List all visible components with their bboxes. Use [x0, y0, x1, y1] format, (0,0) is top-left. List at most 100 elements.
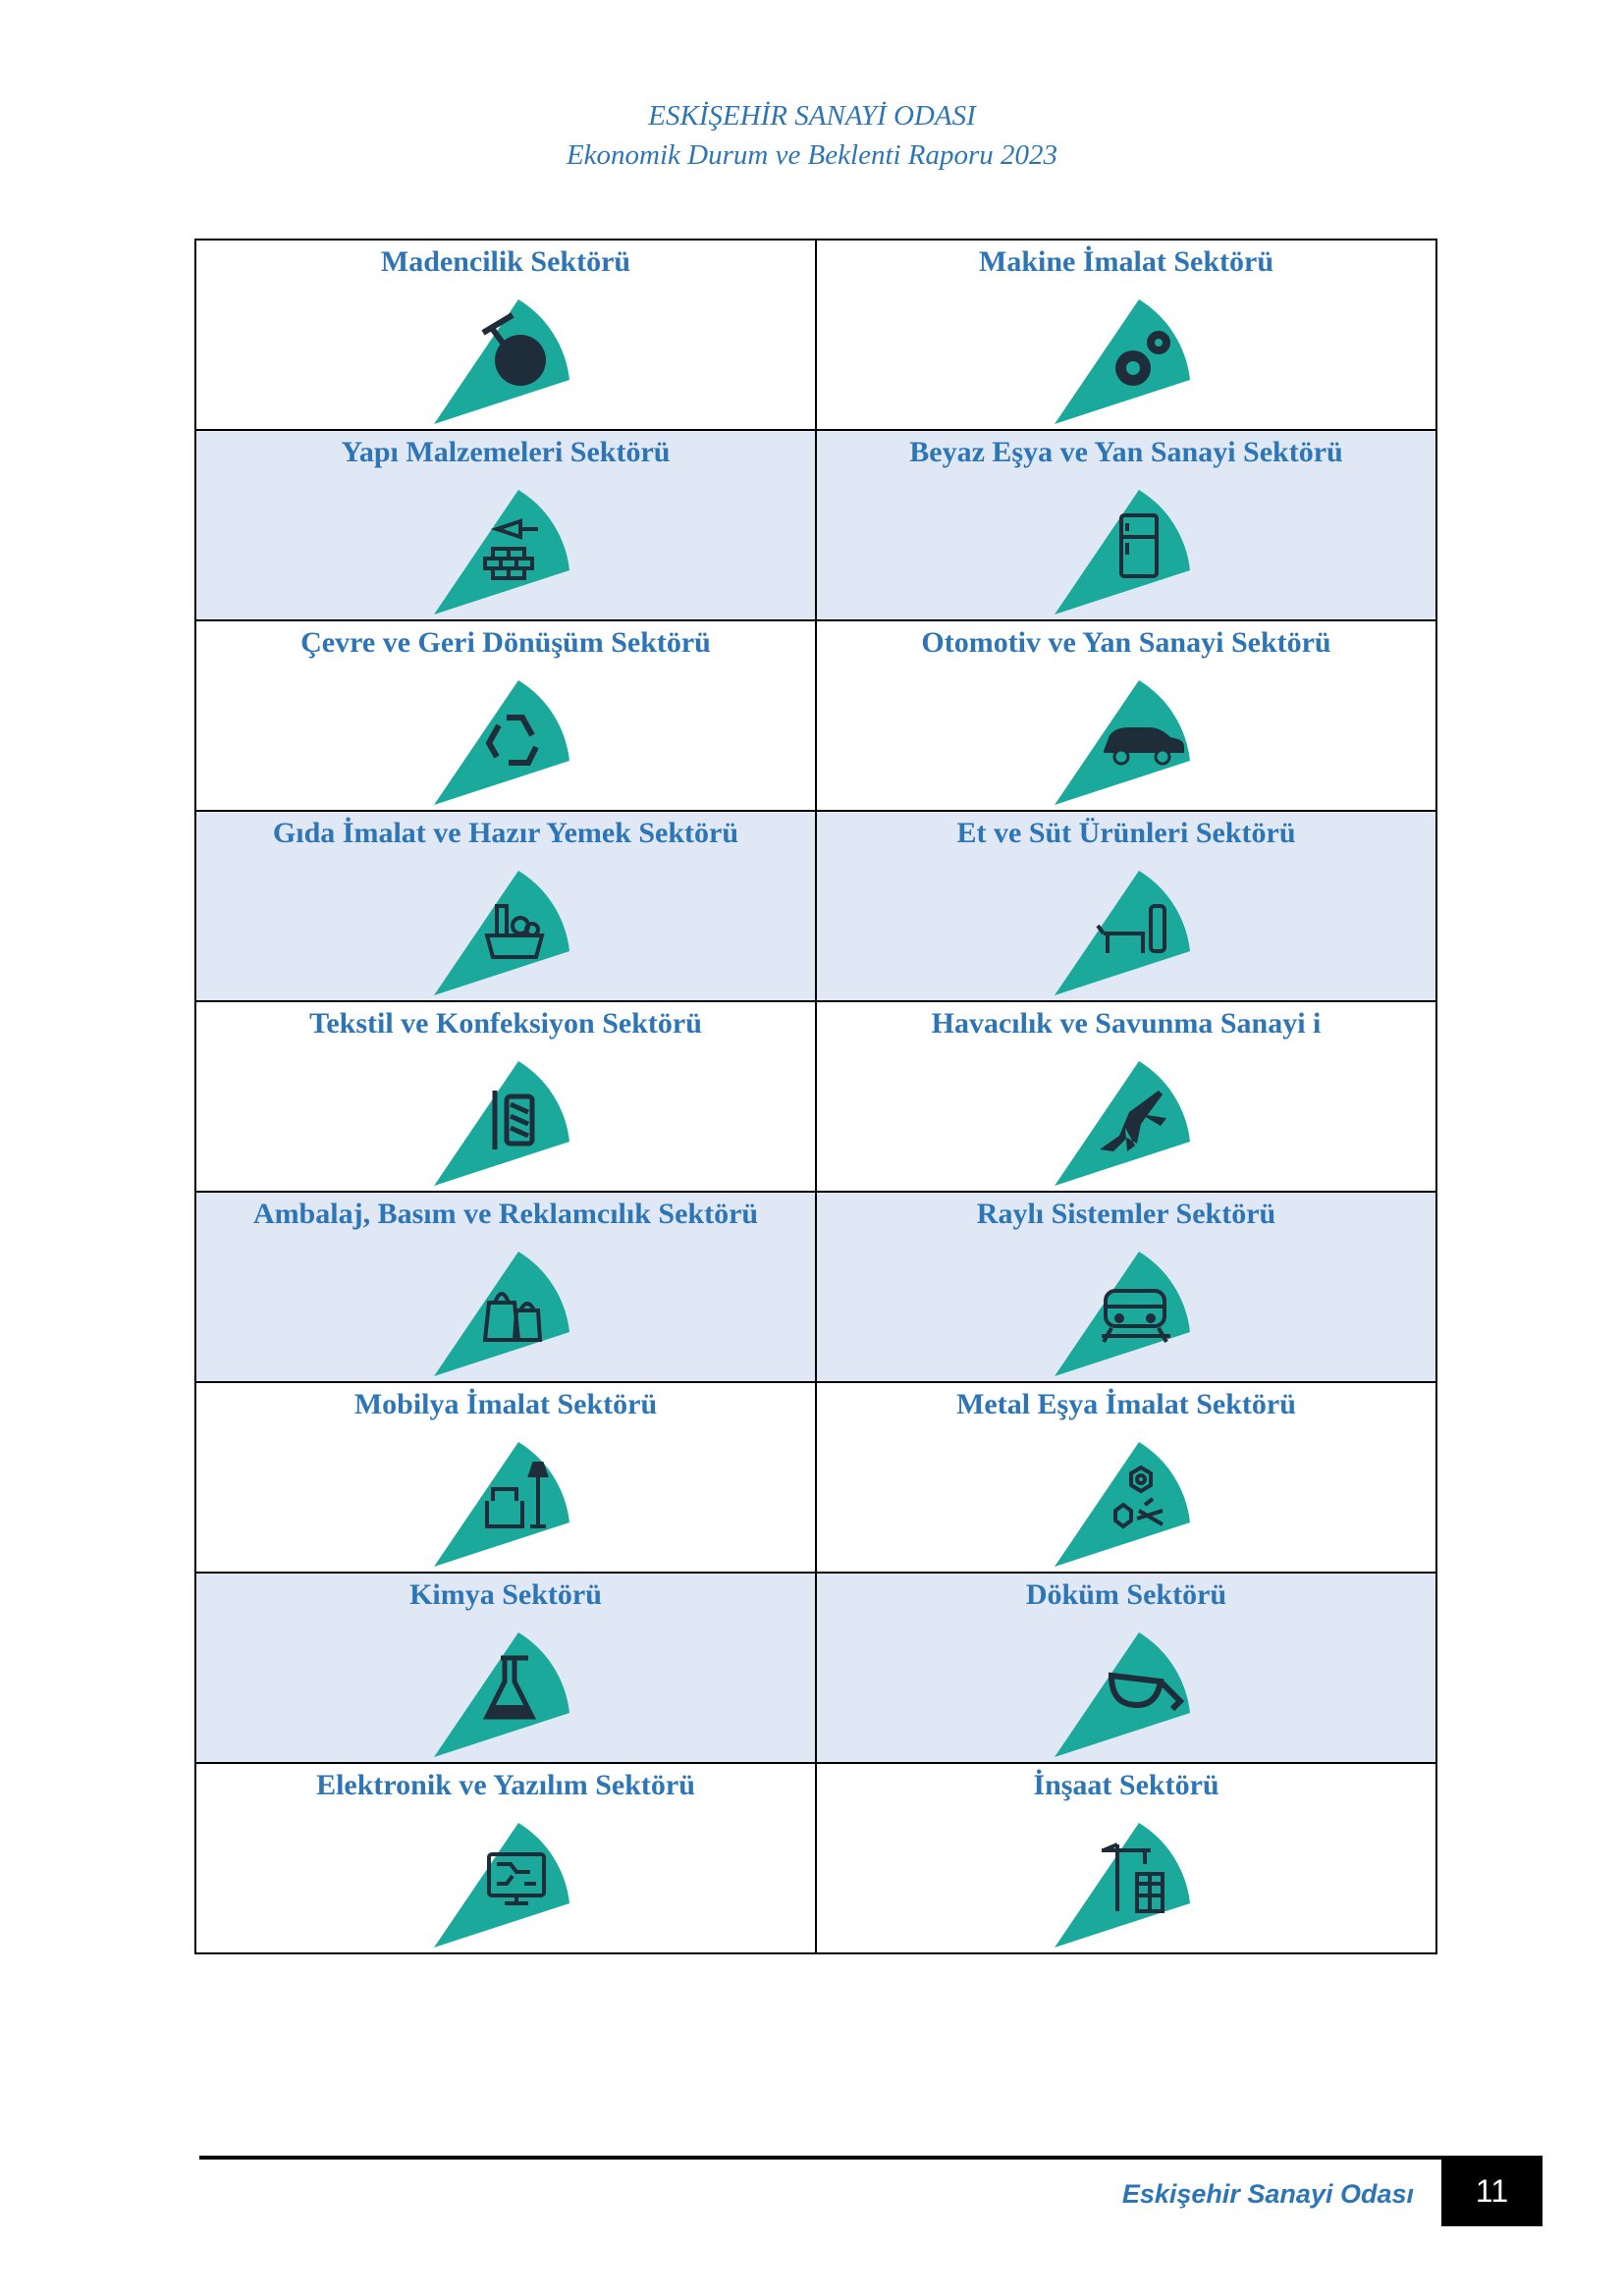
- sector-icon-wrap: [422, 1805, 589, 1952]
- sector-title: Beyaz Eşya ve Yan Sanayi Sektörü: [909, 436, 1343, 468]
- sector-title: Mobilya İmalat Sektörü: [353, 1388, 658, 1420]
- sector-badge: [434, 1252, 569, 1376]
- page-header: ESKİŞEHİR SANAYİ ODASI Ekonomik Durum ve…: [0, 96, 1624, 175]
- circuit-monitor-icon: [487, 1852, 546, 1905]
- sector-row: Çevre ve Geri Dönüşüm Sektörü Otomotiv ve…: [194, 619, 1437, 812]
- sector-title: İnşaat Sektörü: [1033, 1769, 1219, 1801]
- sector-wedge: [1055, 1823, 1190, 1948]
- sector-row: Tekstil ve Konfeksiyon Sektörü Havacılık …: [194, 1000, 1437, 1193]
- sector-badge: [434, 1442, 569, 1567]
- crane-building-icon: [1102, 1842, 1164, 1913]
- sector-cell: Ambalaj, Basım ve Reklamcılık Sektörü: [194, 1191, 817, 1383]
- header-org-name: ESKİŞEHİR SANAYİ ODASI: [648, 100, 976, 132]
- sector-badge: [1055, 680, 1190, 805]
- sector-cell: Tekstil ve Konfeksiyon Sektörü: [194, 1000, 817, 1193]
- sector-row: Madencilik Sektörü Makine İmalat Sektörü: [194, 239, 1437, 431]
- sector-title: Raylı Sistemler Sektörü: [976, 1198, 1276, 1230]
- sector-icon-wrap: [1043, 663, 1210, 810]
- recycle-icon: [485, 715, 539, 766]
- sector-cell: Çevre ve Geri Dönüşüm Sektörü: [194, 619, 817, 812]
- sector-icon-wrap: [422, 1615, 589, 1762]
- sector-title: Kimya Sektörü: [409, 1578, 602, 1611]
- sector-wedge: [434, 1442, 569, 1567]
- sector-badge: [1055, 1061, 1190, 1186]
- gears-icon: [1115, 331, 1170, 386]
- sector-icon-wrap: [422, 1424, 589, 1572]
- sector-row: Ambalaj, Basım ve Reklamcılık Sektörü Ray…: [194, 1191, 1437, 1383]
- sector-icon-wrap: [422, 282, 589, 429]
- food-basket-icon: [484, 904, 545, 959]
- sector-cell: Gıda İmalat ve Hazır Yemek Sektörü: [194, 810, 817, 1002]
- shopping-bags-icon: [482, 1292, 543, 1342]
- sector-cell: Madencilik Sektörü: [194, 239, 817, 431]
- mining-icon: [481, 312, 546, 386]
- sector-icon-wrap: [422, 472, 589, 619]
- sector-title: Ambalaj, Basım ve Reklamcılık Sektörü: [252, 1198, 759, 1230]
- sector-row: Gıda İmalat ve Hazır Yemek Sektörü Et ve …: [194, 810, 1437, 1002]
- sector-wedge: [434, 490, 569, 614]
- sector-title: Metal Eşya İmalat Sektörü: [956, 1388, 1296, 1420]
- sector-cell: Metal Eşya İmalat Sektörü: [815, 1381, 1437, 1574]
- sector-badge: [434, 1632, 569, 1757]
- sector-icon-wrap: [422, 1043, 589, 1191]
- sector-cell: Mobilya İmalat Sektörü: [194, 1381, 817, 1574]
- sector-badge: [434, 299, 569, 424]
- sector-icon-wrap: [422, 663, 589, 810]
- sector-icon-wrap: [1043, 853, 1210, 1000]
- sector-badge: [434, 1823, 569, 1948]
- sector-title: Et ve Süt Ürünleri Sektörü: [956, 817, 1296, 849]
- train-icon: [1102, 1289, 1170, 1343]
- sector-wedge: [1055, 1061, 1190, 1186]
- sector-row: Mobilya İmalat Sektörü Metal Eşya İmalat …: [194, 1381, 1437, 1574]
- sector-title: Tekstil ve Konfeksiyon Sektörü: [309, 1007, 702, 1040]
- sector-wedge: [1055, 1632, 1190, 1757]
- sector-wedge: [1055, 1252, 1190, 1376]
- sector-badge: [1055, 490, 1190, 614]
- sector-icon-wrap: [1043, 1615, 1210, 1762]
- sector-title: Otomotiv ve Yan Sanayi Sektörü: [921, 626, 1331, 659]
- sector-cell: Beyaz Eşya ve Yan Sanayi Sektörü: [815, 429, 1437, 621]
- sector-cell: Yapı Malzemeleri Sektörü: [194, 429, 817, 621]
- sector-cell: Kimya Sektörü: [194, 1572, 817, 1764]
- sector-icon-wrap: [422, 853, 589, 1000]
- flask-icon: [482, 1655, 537, 1720]
- sector-title: Gıda İmalat ve Hazır Yemek Sektörü: [272, 817, 739, 849]
- armchair-lamp-icon: [485, 1462, 549, 1528]
- sector-cell: Otomotiv ve Yan Sanayi Sektörü: [815, 619, 1437, 812]
- sector-icon-wrap: [1043, 472, 1210, 619]
- sector-badge: [1055, 871, 1190, 995]
- sector-icon-wrap: [422, 1234, 589, 1381]
- sector-title: Döküm Sektörü: [1025, 1578, 1227, 1611]
- sector-cell: Et ve Süt Ürünleri Sektörü: [815, 810, 1437, 1002]
- sector-icon-wrap: [1043, 1805, 1210, 1952]
- sector-row: Elektronik ve Yazılım Sektörü İnşaat Sekt…: [194, 1762, 1437, 1954]
- sector-badge: [434, 680, 569, 805]
- sector-icon-wrap: [1043, 282, 1210, 429]
- sector-badge: [434, 1061, 569, 1186]
- sector-wedge: [434, 1252, 569, 1376]
- refrigerator-icon: [1119, 513, 1159, 578]
- sector-badge: [1055, 1632, 1190, 1757]
- footer-rule: [199, 2156, 1543, 2160]
- page-number: 11: [1441, 2156, 1543, 2226]
- footer-org: Eskişehir Sanayi Odası: [1121, 2179, 1414, 2209]
- sector-badge: [434, 490, 569, 614]
- sector-badge: [1055, 1823, 1190, 1948]
- sector-cell: Elektronik ve Yazılım Sektörü: [194, 1762, 817, 1954]
- sector-wedge: [434, 871, 569, 995]
- sector-badge: [434, 871, 569, 995]
- sector-cell: İnşaat Sektörü: [815, 1762, 1437, 1954]
- sector-badge: [1055, 299, 1190, 424]
- sector-row: Kimya Sektörü Döküm Sektörü: [194, 1572, 1437, 1764]
- bolts-nuts-icon: [1113, 1465, 1164, 1529]
- sector-badge: [1055, 1252, 1190, 1376]
- sector-grid: Madencilik Sektörü Makine İmalat Sektörü Y…: [194, 239, 1437, 1954]
- header-report-title: Ekonomik Durum ve Beklenti Raporu 2023: [566, 139, 1058, 171]
- sector-badge: [1055, 1442, 1190, 1567]
- sector-wedge: [434, 1632, 569, 1757]
- sector-title: Makine İmalat Sektörü: [979, 245, 1273, 278]
- sector-icon-wrap: [1043, 1424, 1210, 1572]
- bricks-trowel-icon: [483, 518, 538, 580]
- sector-title: Havacılık ve Savunma Sanayi i: [931, 1007, 1322, 1040]
- sector-cell: Döküm Sektörü: [815, 1572, 1437, 1764]
